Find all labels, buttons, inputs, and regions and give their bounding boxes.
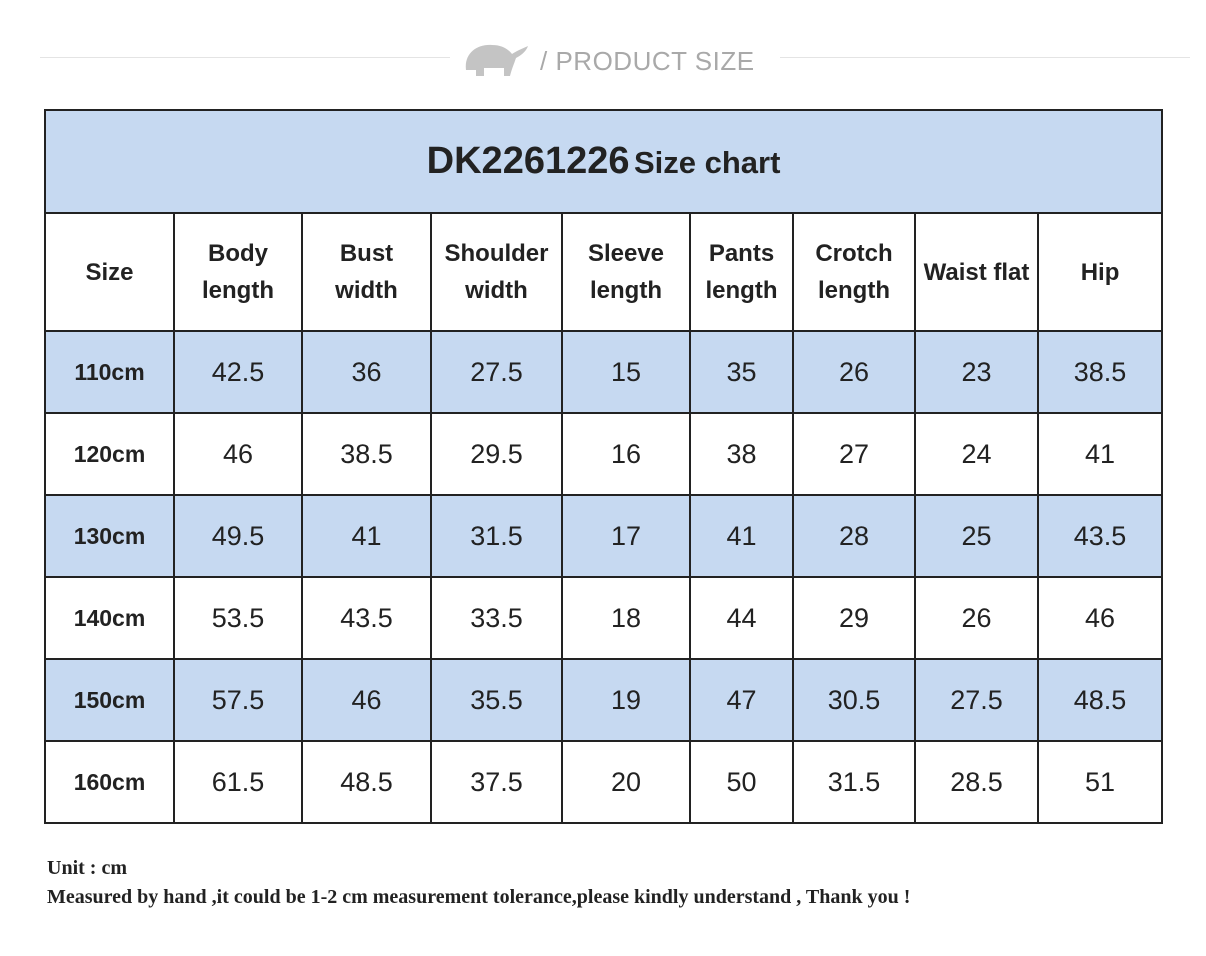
header-row: Size Body length Bust width Shoulder width S… [44, 212, 1164, 332]
column-header: Shoulder width [430, 212, 563, 332]
value-cell: 49.5 [173, 494, 303, 578]
section-label: / PRODUCT SIZE [540, 46, 755, 76]
title-cell: DK2261226 Size chart [43, 109, 1164, 214]
value-cell: 19 [561, 658, 691, 742]
value-cell: 25 [914, 494, 1039, 578]
value-cell: 31.5 [430, 494, 563, 578]
value-cell: 27.5 [430, 330, 563, 414]
column-header-text: Sleeve length [587, 240, 665, 304]
value-cell: 27 [792, 412, 916, 496]
value-cell: 31.5 [792, 740, 916, 824]
column-header: Sleeve length [561, 212, 691, 332]
column-header-text: Shoulder width [444, 240, 549, 304]
value-cell: 38.5 [301, 412, 432, 496]
column-header-text: Size [85, 258, 134, 286]
value-cell: 42.5 [173, 330, 303, 414]
column-header-text: Crotch length [815, 240, 893, 304]
column-header: Waist flat [914, 212, 1039, 332]
value-cell: 41 [689, 494, 794, 578]
column-header-text: Waist flat [923, 258, 1030, 286]
column-header: Body length [173, 212, 303, 332]
column-header-text: Body length [202, 240, 274, 304]
size-cell: 140cm [44, 576, 175, 660]
value-cell: 26 [792, 330, 916, 414]
value-cell: 47 [689, 658, 794, 742]
size-cell: 120cm [44, 412, 175, 496]
data-row: 150cm 57.5 46 35.5 19 47 30.5 27.5 48.5 [44, 658, 1164, 742]
value-cell: 33.5 [430, 576, 563, 660]
value-cell: 43.5 [301, 576, 432, 660]
tolerance-note: Measured by hand ,it could be 1-2 cm mea… [47, 886, 911, 908]
column-header: Crotch length [792, 212, 916, 332]
data-row: 130cm 49.5 41 31.5 17 41 28 25 43.5 [44, 494, 1164, 578]
value-cell: 35.5 [430, 658, 563, 742]
data-row: 160cm 61.5 48.5 37.5 20 50 31.5 28.5 51 [44, 740, 1164, 824]
value-cell: 53.5 [173, 576, 303, 660]
value-cell: 43.5 [1036, 494, 1164, 578]
header-rule [780, 57, 1190, 58]
value-cell: 28 [792, 494, 916, 578]
value-cell: 41 [1036, 412, 1164, 496]
value-cell: 37.5 [430, 740, 563, 824]
value-cell: 46 [1036, 576, 1164, 660]
header-rule [40, 57, 450, 58]
value-cell: 17 [561, 494, 691, 578]
value-cell: 16 [561, 412, 691, 496]
value-cell: 26 [914, 576, 1039, 660]
model-code: DK2261226 [426, 140, 630, 182]
size-cell: 150cm [44, 658, 175, 742]
size-cell: 110cm [44, 330, 175, 414]
value-cell: 18 [561, 576, 691, 660]
value-cell: 61.5 [173, 740, 303, 824]
value-cell: 38 [689, 412, 794, 496]
data-row: 120cm 46 38.5 29.5 16 38 27 24 41 [44, 412, 1164, 496]
value-cell: 48.5 [301, 740, 432, 824]
column-header: Hip [1036, 212, 1164, 332]
value-cell: 50 [689, 740, 794, 824]
column-header-text: Hip [1080, 258, 1120, 286]
value-cell: 41 [301, 494, 432, 578]
value-cell: 28.5 [914, 740, 1039, 824]
column-header: Pants length [689, 212, 794, 332]
value-cell: 46 [301, 658, 432, 742]
value-cell: 46 [173, 412, 303, 496]
title-row: DK2261226 Size chart [43, 109, 1164, 214]
table-body: DK2261226 Size chart Size Body length Bust… [43, 109, 1164, 824]
title-text: Size chart [633, 145, 781, 180]
value-cell: 29.5 [430, 412, 563, 496]
data-row: 110cm 42.5 36 27.5 15 35 26 23 38.5 [44, 330, 1164, 414]
size-cell: 160cm [44, 740, 175, 824]
column-header: Bust width [301, 212, 432, 332]
value-cell: 24 [914, 412, 1039, 496]
value-cell: 27.5 [914, 658, 1039, 742]
value-cell: 15 [561, 330, 691, 414]
value-cell: 35 [689, 330, 794, 414]
value-cell: 30.5 [792, 658, 916, 742]
column-header: Size [44, 212, 175, 332]
value-cell: 36 [301, 330, 432, 414]
data-row: 140cm 53.5 43.5 33.5 18 44 29 26 46 [44, 576, 1164, 660]
column-header-text: Pants length [705, 240, 778, 304]
value-cell: 38.5 [1036, 330, 1164, 414]
column-header-text: Bust width [335, 240, 398, 304]
elephant-icon [465, 44, 528, 76]
value-cell: 51 [1036, 740, 1164, 824]
value-cell: 20 [561, 740, 691, 824]
size-cell: 130cm [44, 494, 175, 578]
value-cell: 44 [689, 576, 794, 660]
value-cell: 29 [792, 576, 916, 660]
value-cell: 48.5 [1036, 658, 1164, 742]
size-table: DK2261226 Size chart Size Body length Bust… [43, 109, 1164, 824]
value-cell: 57.5 [173, 658, 303, 742]
value-cell: 23 [914, 330, 1039, 414]
unit-note: Unit : cm [47, 857, 127, 879]
